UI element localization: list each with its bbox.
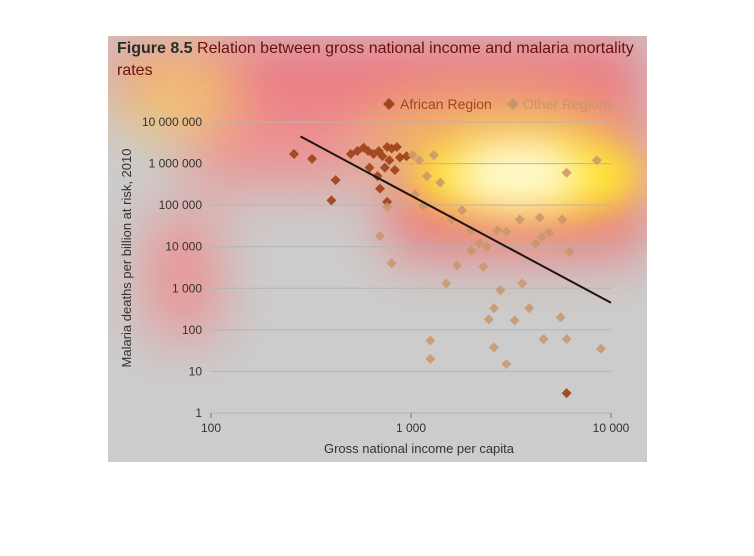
other-regions-point	[478, 261, 489, 272]
other-regions-point	[474, 238, 485, 249]
other-regions-point	[509, 315, 520, 326]
other-regions-point	[483, 314, 494, 325]
x-tick-label: 100	[201, 421, 221, 435]
legend-label-other-regions: Other Regions	[523, 96, 613, 112]
other-regions-point	[564, 246, 575, 257]
african-region-point	[384, 155, 395, 166]
african-region-point	[363, 146, 374, 157]
african-region-point	[364, 162, 375, 173]
other-regions-point	[561, 334, 572, 345]
other-regions-point	[492, 225, 503, 236]
chart-legend: African Region Other Regions	[383, 96, 613, 112]
other-regions-point	[595, 343, 606, 354]
african-region-point	[326, 195, 337, 206]
other-regions-point	[452, 260, 463, 271]
trend-line	[299, 135, 612, 304]
african-region-point	[307, 153, 318, 164]
y-tick-label: 1 000	[172, 281, 202, 295]
other-regions-point	[407, 150, 418, 161]
other-regions-point	[555, 312, 566, 323]
legend-marker-other-regions	[507, 98, 519, 110]
other-regions-point	[428, 150, 439, 161]
african-region-point	[375, 183, 386, 194]
y-tick-label: 10 000 000	[142, 115, 202, 129]
african-region-point	[373, 146, 384, 157]
other-regions-point	[386, 258, 397, 269]
other-regions-point	[488, 303, 499, 314]
y-axis-ticks: 1 10 100 1 000 10 000 100 000 1 000 000 10 000 …	[142, 115, 202, 420]
x-tick-label: 10 000	[593, 421, 630, 435]
y-tick-label: 10	[189, 364, 203, 378]
other-regions-point	[591, 155, 602, 166]
african-region-point	[401, 151, 412, 162]
other-regions-point	[441, 278, 452, 289]
other-regions-point	[466, 245, 477, 256]
african-region-point	[382, 142, 393, 153]
other-regions-point	[517, 278, 528, 289]
other-regions-point	[536, 232, 547, 243]
african-region-point	[379, 162, 390, 173]
african-region-point	[561, 388, 572, 399]
african-region-point	[391, 142, 402, 153]
gridlines	[211, 121, 611, 414]
other-regions-point	[488, 342, 499, 353]
african-region-point	[345, 148, 356, 159]
y-axis-title: Malaria deaths per billion at risk, 2010	[119, 149, 134, 368]
x-tick-label: 1 000	[396, 421, 426, 435]
data-points	[288, 142, 606, 399]
other-regions-point	[421, 171, 432, 182]
african-region-point	[368, 148, 379, 159]
other-regions-point	[375, 231, 386, 242]
african-region-point	[358, 142, 369, 153]
y-tick-label: 1 000 000	[149, 157, 203, 171]
other-regions-point	[414, 155, 425, 166]
figure-title-text: Relation between gross national income a…	[117, 40, 634, 79]
other-regions-point	[457, 205, 468, 216]
other-regions-point	[534, 212, 545, 223]
figure-label: Figure 8.5	[117, 40, 193, 57]
y-tick-label: 10 000	[165, 240, 202, 254]
african-region-point	[377, 151, 388, 162]
y-tick-label: 100	[182, 323, 202, 337]
other-regions-point	[501, 359, 512, 370]
other-regions-point	[501, 226, 512, 237]
y-tick-label: 1	[195, 406, 202, 420]
other-regions-point	[544, 227, 555, 238]
figure-panel: Figure 8.5 Relation between gross nation…	[108, 36, 647, 462]
legend-label-african-region: African Region	[400, 96, 492, 112]
other-regions-point	[538, 334, 549, 345]
african-region-point	[352, 146, 363, 157]
y-tick-label: 100 000	[159, 198, 203, 212]
legend-marker-african-region	[383, 98, 395, 110]
african-region-point	[386, 143, 397, 154]
figure-title: Figure 8.5 Relation between gross nation…	[117, 38, 637, 82]
other-regions-point	[382, 202, 393, 213]
african-region-point	[394, 152, 405, 163]
other-regions-point	[466, 225, 477, 236]
x-axis-title: Gross national income per capita	[324, 441, 515, 456]
other-regions-point	[425, 335, 436, 346]
scatter-chart: 1 10 100 1 000 10 000 100 000 1 000 000 10 000 …	[119, 96, 630, 456]
african-region-point	[389, 165, 400, 176]
other-regions-point	[514, 214, 525, 225]
other-regions-point	[530, 238, 541, 249]
other-regions-point	[425, 353, 436, 364]
african-region-point	[288, 148, 299, 159]
other-regions-point	[482, 241, 493, 252]
other-regions-point	[495, 285, 506, 296]
other-regions-point	[524, 303, 535, 314]
other-regions-point	[561, 167, 572, 178]
other-regions-point	[557, 214, 568, 225]
other-regions-point	[435, 177, 446, 188]
african-region-point	[382, 196, 393, 207]
x-axis-ticks: 100 1 000 10 000	[201, 413, 630, 435]
african-region-point	[330, 175, 341, 186]
